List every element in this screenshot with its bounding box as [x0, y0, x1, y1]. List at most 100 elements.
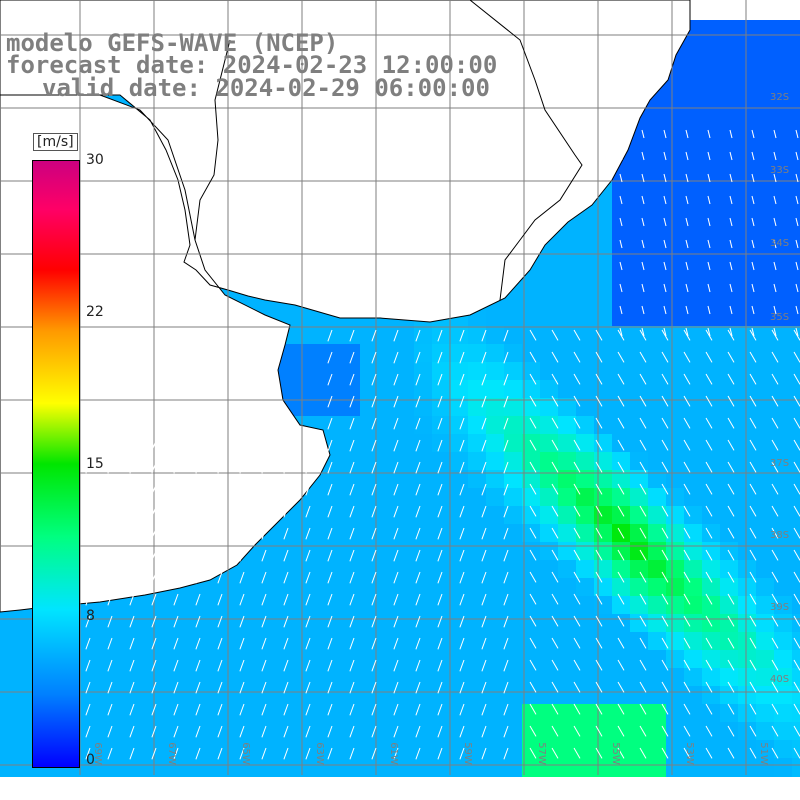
wind-arrow — [437, 703, 443, 716]
wind-arrow — [349, 527, 355, 540]
wind-arrow — [261, 615, 267, 628]
title-model: modelo GEFS-WAVE (NCEP) — [6, 29, 339, 57]
wind-arrow — [683, 461, 691, 473]
wind-arrow — [393, 329, 399, 342]
wind-arrow — [459, 483, 465, 496]
wind-arrow — [107, 615, 113, 628]
wind-arrow — [195, 527, 201, 540]
wind-arrow — [151, 659, 157, 672]
wind-arrow — [639, 549, 647, 561]
wind-arrow — [661, 593, 669, 605]
wind-arrow — [393, 725, 399, 738]
wind-arrow — [595, 549, 603, 561]
wind-arrow — [437, 351, 443, 364]
wind-arrow — [617, 571, 625, 583]
wind-arrow — [595, 505, 603, 517]
wind-arrow — [239, 527, 245, 540]
wind-arrow — [481, 703, 487, 716]
wind-arrow — [349, 373, 355, 386]
wind-arrow — [595, 373, 603, 385]
wind-arrow — [619, 217, 623, 227]
wind-arrow — [793, 329, 800, 341]
wind-arrow — [727, 703, 735, 715]
wind-arrow — [437, 659, 443, 672]
wind-arrow — [771, 571, 779, 583]
wind-arrow — [661, 637, 669, 649]
wind-arrow — [661, 373, 669, 385]
wind-arrow — [793, 681, 800, 693]
wind-arrow — [795, 151, 799, 161]
wind-arrow — [751, 195, 755, 205]
wind-arrow — [239, 571, 245, 584]
wind-arrow — [481, 659, 487, 672]
wind-arrow — [283, 549, 289, 562]
wind-arrow — [595, 681, 603, 693]
wind-arrow — [771, 439, 779, 451]
wind-arrow — [349, 417, 355, 430]
wind-arrow — [727, 527, 735, 539]
wind-arrow — [327, 659, 333, 672]
wind-arrow — [795, 217, 799, 227]
wind-arrow — [415, 637, 421, 650]
wind-arrow — [393, 417, 399, 430]
wind-arrow — [371, 659, 377, 672]
wind-arrow — [661, 395, 669, 407]
wind-arrow — [393, 659, 399, 672]
wind-arrow — [729, 239, 733, 249]
wind-arrow — [327, 439, 333, 452]
wind-arrow — [773, 327, 777, 337]
wind-arrow — [349, 351, 355, 364]
wind-arrow — [327, 373, 333, 386]
wind-arrow — [529, 747, 537, 759]
wind-arrow — [707, 283, 711, 293]
wind-arrow — [129, 549, 135, 562]
lat-label: 40S — [770, 674, 790, 685]
wind-arrow — [617, 461, 625, 473]
colorbar-tick-15: 15 — [86, 456, 104, 472]
wind-arrow — [283, 747, 289, 760]
wind-arrow — [551, 329, 559, 341]
wind-arrow — [437, 637, 443, 650]
wind-arrow — [195, 637, 201, 650]
wind-arrow — [639, 571, 647, 583]
wind-arrow — [481, 329, 487, 342]
wind-arrow — [705, 417, 713, 429]
lon-label: 53W — [683, 742, 695, 765]
wind-arrow — [459, 417, 465, 430]
wind-arrow — [795, 173, 799, 183]
wind-arrow — [705, 395, 713, 407]
wind-arrow — [503, 681, 509, 694]
wind-arrow — [529, 593, 537, 605]
wind-arrow — [749, 439, 757, 451]
wind-arrow — [771, 703, 779, 715]
wind-arrow — [771, 725, 779, 737]
wind-arrow — [617, 373, 625, 385]
wind-arrow — [437, 747, 443, 760]
colorbar-tick-22: 22 — [86, 304, 104, 320]
wind-arrow — [551, 373, 559, 385]
wind-arrow — [327, 461, 333, 474]
wind-arrow — [773, 173, 777, 183]
wind-arrow — [305, 505, 311, 518]
wind-arrow — [617, 549, 625, 561]
wind-arrow — [415, 505, 421, 518]
wind-arrow — [415, 351, 421, 364]
wind-arrow — [85, 527, 91, 540]
wind-arrow — [705, 329, 713, 341]
wind-arrow — [573, 527, 581, 539]
wind-arrow — [261, 725, 267, 738]
wind-arrow — [617, 505, 625, 517]
lon-label: 63W — [313, 742, 325, 765]
wind-arrow — [639, 747, 647, 759]
wind-arrow — [641, 151, 645, 161]
wind-arrow — [793, 571, 800, 583]
wind-arrow — [173, 747, 179, 760]
wind-arrow — [503, 571, 509, 584]
lon-label: 61W — [387, 742, 399, 765]
wind-arrow — [727, 571, 735, 583]
wind-arrow — [773, 239, 777, 249]
wind-arrow — [773, 261, 777, 271]
wind-arrow — [773, 283, 777, 293]
wind-arrow — [85, 439, 91, 452]
wind-arrow — [393, 703, 399, 716]
